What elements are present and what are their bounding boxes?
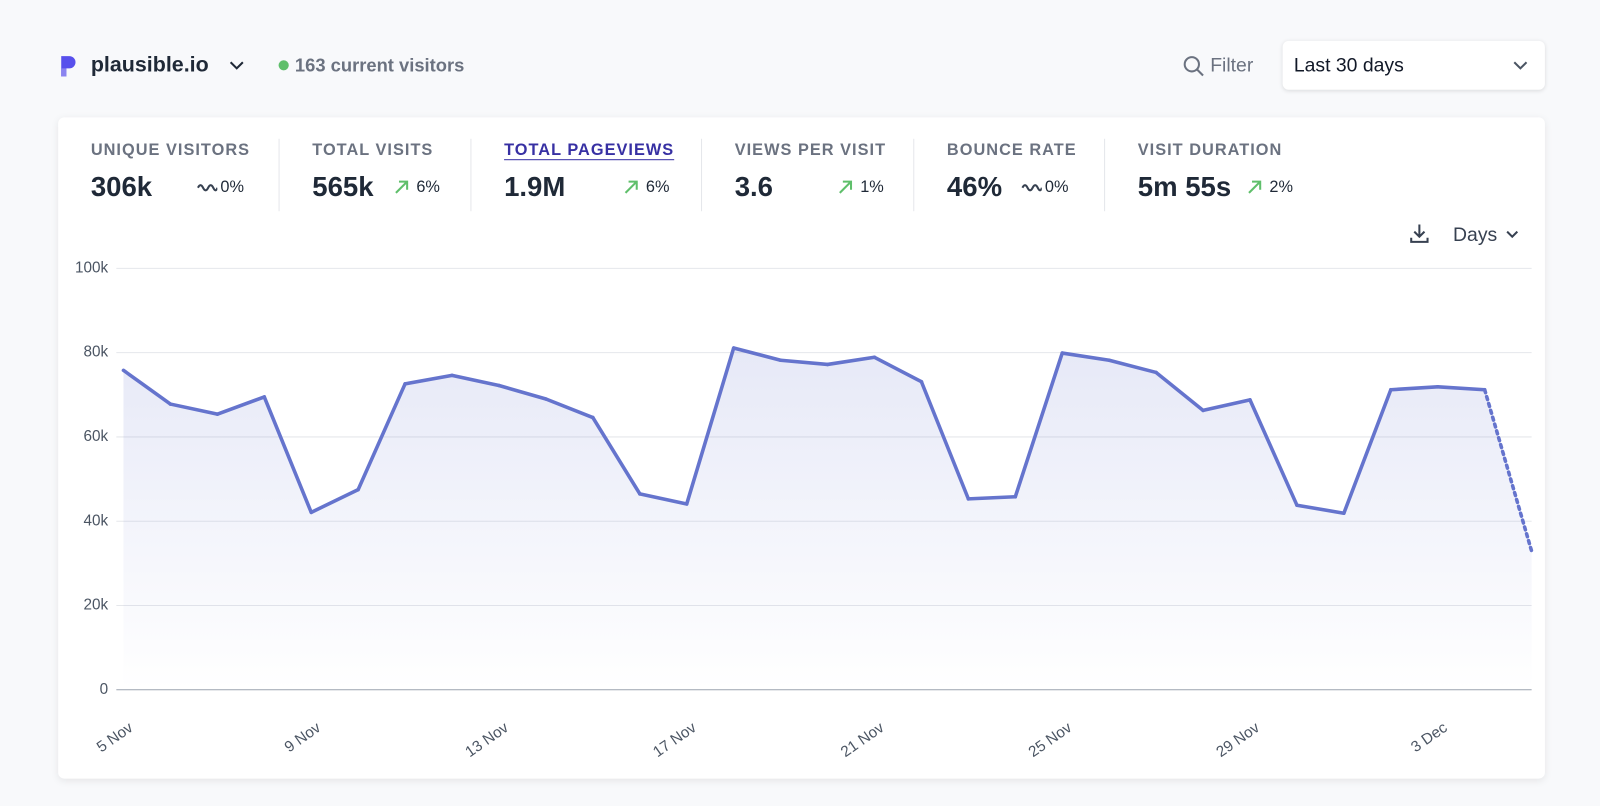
line-segment — [919, 379, 971, 501]
y-tick-label: 60k — [83, 428, 108, 445]
stat-divider — [470, 138, 472, 212]
line-segment — [262, 395, 314, 515]
line-segment — [1248, 398, 1299, 507]
line-segment — [356, 382, 407, 492]
stat-value[interactable]: 46% — [946, 171, 1003, 203]
y-tick-label: 40k — [83, 512, 108, 529]
line-segment — [638, 492, 689, 506]
period-label: Last 30 days — [1293, 55, 1404, 77]
line-segment — [966, 494, 1018, 501]
stat-label[interactable]: VIEWS PER VISIT — [734, 141, 887, 160]
trend-icon — [395, 180, 409, 194]
stat-label[interactable]: TOTAL PAGEVIEWS — [504, 141, 675, 160]
stat-value[interactable]: 565k — [312, 171, 374, 203]
x-tick-label: 9 Nov — [282, 719, 325, 756]
stat-value[interactable]: 306k — [90, 171, 153, 203]
line-segment-incomplete — [1482, 387, 1534, 553]
stat-value[interactable]: 1.9M — [504, 171, 566, 203]
stat-change: 6% — [416, 178, 440, 196]
stat-divider — [278, 138, 280, 212]
interval-chevron[interactable] — [1504, 228, 1520, 242]
line-segment — [1013, 351, 1065, 499]
y-tick-label: 20k — [83, 597, 108, 614]
x-tick-label: 5 Nov — [94, 719, 137, 756]
stat-divider — [701, 138, 703, 212]
line-segment — [591, 415, 642, 496]
x-tick-label: 13 Nov — [462, 719, 512, 761]
line-segment — [825, 355, 877, 367]
line-segment — [121, 368, 173, 406]
area — [123, 348, 1532, 690]
stat-change: 0% — [1044, 178, 1069, 196]
line-segment — [1295, 503, 1346, 515]
line-segment — [1154, 370, 1205, 413]
stat-change: 1% — [860, 178, 884, 196]
trend-icon — [197, 184, 218, 192]
stat-label[interactable]: TOTAL VISITS — [312, 141, 434, 160]
line-segment — [1389, 385, 1440, 392]
stat-change: 6% — [645, 178, 670, 196]
x-tick-label: 25 Nov — [1026, 719, 1076, 761]
stat-change: 0% — [220, 178, 245, 196]
line-segment — [215, 395, 267, 416]
download-button[interactable] — [1408, 222, 1430, 244]
trend-icon — [1021, 184, 1042, 192]
stat-value[interactable]: 5m 55s — [1137, 171, 1232, 203]
line-segment — [403, 373, 454, 386]
line-segment — [450, 373, 501, 388]
line-segment — [731, 346, 783, 363]
site-name[interactable]: plausible.io — [90, 53, 209, 77]
x-tick-label: 17 Nov — [650, 719, 700, 761]
line-segment — [168, 402, 220, 416]
line-segment — [872, 355, 924, 384]
y-tick-label: 80k — [83, 344, 108, 361]
trend-icon — [839, 180, 853, 194]
x-tick-label: 29 Nov — [1213, 719, 1263, 761]
period-dropdown[interactable]: Last 30 days — [1282, 40, 1545, 90]
filter-button[interactable]: Filter — [1210, 55, 1254, 77]
trend-icon — [1248, 180, 1262, 194]
y-tick-label: 0 — [100, 681, 109, 698]
site-chevron[interactable] — [229, 58, 245, 72]
x-tick-label: 3 Dec — [1408, 719, 1451, 756]
stat-change: 2% — [1269, 178, 1293, 196]
stat-label[interactable]: BOUNCE RATE — [946, 141, 1077, 160]
line-segment — [1060, 351, 1111, 363]
stat-value[interactable]: 3.6 — [734, 171, 774, 203]
line-segment — [544, 397, 595, 420]
current-visitors[interactable]: 163 current visitors — [294, 55, 465, 76]
line-segment — [1342, 387, 1393, 515]
y-tick-label: 100k — [75, 259, 109, 276]
line-segment — [778, 358, 830, 367]
line-segment — [684, 346, 736, 506]
stat-label[interactable]: UNIQUE VISITORS — [90, 141, 251, 160]
line-segment — [1201, 398, 1252, 413]
interval-dropdown[interactable]: Days — [1453, 224, 1498, 246]
live-dot — [278, 60, 289, 71]
stat-label[interactable]: VISIT DURATION — [1137, 141, 1283, 160]
stat-divider — [1104, 138, 1106, 212]
stat-divider — [913, 138, 915, 212]
line-segment — [497, 383, 548, 401]
period-chevron — [1513, 61, 1528, 70]
line-segment — [1107, 358, 1158, 375]
trend-icon — [624, 180, 638, 194]
search-icon[interactable] — [1183, 55, 1205, 77]
line-segment — [309, 487, 360, 515]
x-tick-label: 21 Nov — [838, 719, 888, 761]
line-segment — [1435, 385, 1487, 392]
logo — [61, 56, 76, 77]
